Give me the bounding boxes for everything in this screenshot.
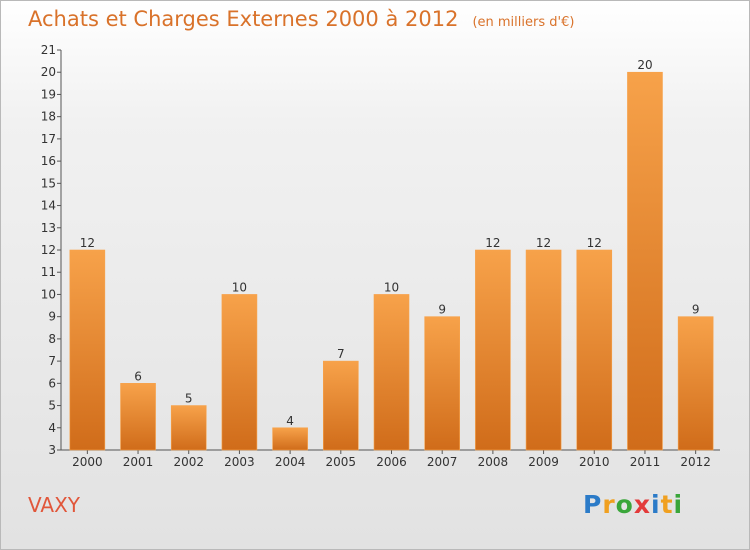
x-tick-label: 2007 <box>427 455 458 469</box>
data-label-2005: 7 <box>337 347 345 361</box>
y-tick-label: 6 <box>48 376 56 390</box>
logo-letter: o <box>615 490 634 519</box>
bar-2001 <box>120 383 156 451</box>
logo-letter: t <box>660 490 674 519</box>
y-tick-label: 7 <box>48 354 56 368</box>
chart-bars <box>69 71 714 451</box>
logo-letter: i <box>651 490 661 519</box>
x-tick-label: 2002 <box>173 455 204 469</box>
logo-letter: i <box>673 490 684 519</box>
x-tick-label: 2001 <box>123 455 154 469</box>
y-tick-label: 11 <box>41 265 56 279</box>
chart-unit: (en milliers d'€) <box>472 15 575 30</box>
data-label-2007: 9 <box>438 303 446 317</box>
bar-2005 <box>323 360 359 451</box>
commune-name: VAXY <box>28 493 81 517</box>
chart-data-labels: 12 6 5 10 4 7 10 9 12 12 12 20 9 <box>80 58 700 428</box>
bar-2008 <box>475 249 511 451</box>
bar-2010 <box>576 249 613 451</box>
y-tick-label: 18 <box>41 110 56 124</box>
y-tick-label: 13 <box>41 221 56 235</box>
x-tick-label: 2008 <box>478 455 509 469</box>
logo-letter: r <box>602 490 616 519</box>
chart-title: Achats et Charges Externes 2000 à 2012 (e… <box>28 7 574 31</box>
data-label-2001: 6 <box>134 369 142 383</box>
data-label-2000: 12 <box>80 236 95 250</box>
y-tick-label: 12 <box>41 243 56 257</box>
bar-2002 <box>170 405 207 451</box>
y-tick-label: 14 <box>41 199 56 213</box>
bar-2000 <box>69 249 106 451</box>
bar-2006 <box>373 294 410 451</box>
y-tick-label: 21 <box>41 43 56 57</box>
data-label-2008: 12 <box>485 236 500 250</box>
y-tick-label: 20 <box>41 65 56 79</box>
chart-title-text: Achats et Charges Externes 2000 à 2012 <box>28 7 459 31</box>
data-label-2010: 12 <box>587 236 602 250</box>
chart-axes: 3 4 5 6 7 8 9 10 11 12 13 14 15 16 17 18 19 20 21 2000 2001 2… <box>41 43 720 469</box>
data-label-2012: 9 <box>692 303 700 317</box>
y-tick-label: 5 <box>48 399 56 413</box>
bar-2012 <box>677 316 714 451</box>
x-tick-label: 2012 <box>680 455 711 469</box>
data-label-2009: 12 <box>536 236 551 250</box>
x-tick-label: 2006 <box>376 455 407 469</box>
y-tick-label: 16 <box>41 154 56 168</box>
logo-letter: x <box>633 490 651 519</box>
x-tick-label: 2000 <box>72 455 103 469</box>
bar-2004 <box>272 427 308 451</box>
y-tick-label: 4 <box>48 421 56 435</box>
x-tick-label: 2011 <box>630 455 661 469</box>
x-tick-label: 2009 <box>528 455 559 469</box>
y-tick-label: 15 <box>41 176 56 190</box>
x-tick-label: 2003 <box>224 455 255 469</box>
proxiti-logo: Proxiti <box>583 490 683 519</box>
data-label-2004: 4 <box>286 414 294 428</box>
y-tick-label: 17 <box>41 132 56 146</box>
bar-2003 <box>221 294 258 451</box>
data-label-2006: 10 <box>384 280 399 294</box>
x-tick-label: 2010 <box>579 455 610 469</box>
y-tick-label: 3 <box>48 443 56 457</box>
y-tick-label: 8 <box>48 332 56 346</box>
data-label-2003: 10 <box>232 280 247 294</box>
data-label-2011: 20 <box>637 58 652 72</box>
x-tick-label: 2004 <box>275 455 306 469</box>
data-label-2002: 5 <box>185 392 193 406</box>
bar-2009 <box>525 249 562 451</box>
bar-2007 <box>424 316 460 451</box>
x-tick-label: 2005 <box>326 455 357 469</box>
logo-letter: P <box>583 490 603 519</box>
y-tick-label: 9 <box>48 310 56 324</box>
y-tick-label: 10 <box>41 287 56 301</box>
bar-2011 <box>627 71 663 451</box>
y-tick-label: 19 <box>41 87 56 101</box>
